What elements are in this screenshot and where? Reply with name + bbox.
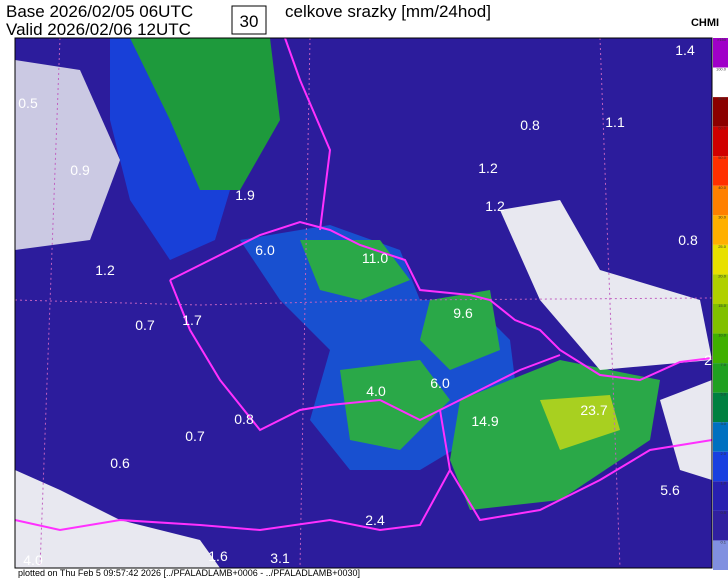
graticule xyxy=(14,37,713,569)
legend-label: 2.0 xyxy=(720,451,726,456)
value-label: 0.7 xyxy=(135,317,155,333)
grid-line xyxy=(599,37,621,569)
border xyxy=(14,469,451,532)
legend-label: 80.0 xyxy=(718,96,727,101)
legend-swatch xyxy=(713,97,728,127)
border xyxy=(284,37,332,231)
legend-label: 0.5 xyxy=(720,510,726,515)
step-box xyxy=(231,5,267,35)
value-label: 1.2 xyxy=(478,160,498,176)
legend-swatch xyxy=(713,156,728,186)
legend-label: 15.0 xyxy=(718,303,727,308)
legend-label: 1.0 xyxy=(720,480,726,485)
step: 30 xyxy=(240,12,259,31)
value-label: 3.1 xyxy=(270,550,290,566)
legend-label: 20.0 xyxy=(718,273,727,278)
value-label: 0.6 xyxy=(110,455,130,471)
legend-swatch xyxy=(713,510,728,541)
legend-swatch xyxy=(713,274,728,304)
value-label: 4.0 xyxy=(366,383,386,399)
legend-swatch xyxy=(713,392,728,423)
legend-swatch xyxy=(713,451,728,482)
map-title: celkove srazky [mm/24hod] xyxy=(285,2,491,21)
legend-label: 7.0 xyxy=(720,362,726,367)
logo: CHMI xyxy=(691,17,719,29)
footer: plotted on Thu Feb 5 09:57:42 2026 [../P… xyxy=(18,568,360,578)
legend-label: 3.0 xyxy=(720,421,726,426)
value-label: 1.9 xyxy=(235,187,255,203)
legend-swatch xyxy=(713,185,728,216)
map-frame xyxy=(14,37,713,569)
value-label: 6.0 xyxy=(430,375,450,391)
value-label: 6.0 xyxy=(255,242,275,258)
border xyxy=(169,220,713,382)
field-blue xyxy=(110,38,230,260)
field-green xyxy=(130,38,280,190)
value-label: 14.9 xyxy=(471,413,498,429)
field-white xyxy=(660,380,712,480)
value-label: 1.4 xyxy=(675,42,695,58)
value-label: 1.2 xyxy=(95,262,115,278)
legend-label: 50.0 xyxy=(718,155,727,160)
value-label: 11.0 xyxy=(362,250,388,266)
legend-label: 10.0 xyxy=(718,333,727,338)
legend-label: 0.1 xyxy=(720,539,726,544)
grid-line xyxy=(39,37,61,569)
value-label: 1.1 xyxy=(605,114,625,130)
legend-label: 30.0 xyxy=(718,214,727,219)
field-green xyxy=(420,290,500,370)
value-label: 9.6 xyxy=(453,305,473,321)
value-label: 1.2 xyxy=(485,198,505,214)
legend-swatch xyxy=(713,333,728,364)
value-label: 0.9 xyxy=(70,162,90,178)
legend-swatch xyxy=(713,540,728,570)
legend-label: 60.0 xyxy=(718,126,727,131)
legend-label: 100.0 xyxy=(716,67,727,72)
legend-swatch xyxy=(713,126,728,157)
field-white xyxy=(15,60,120,250)
value-label: 4.0 xyxy=(23,552,43,568)
legend-label: 5.0 xyxy=(720,392,726,397)
borders xyxy=(14,37,713,532)
value-label: 0.8 xyxy=(234,411,254,427)
value-label: 23.7 xyxy=(580,402,607,418)
value-label: 1.6 xyxy=(208,548,228,564)
legend-swatch xyxy=(713,304,728,334)
legend-label: 25.0 xyxy=(718,244,727,249)
legend-swatch xyxy=(713,67,728,98)
field-blue xyxy=(240,225,520,470)
base-time: Base 2026/02/05 06UTC xyxy=(6,2,193,21)
legend-swatch xyxy=(713,38,728,68)
field-white xyxy=(15,470,220,568)
legend-swatch xyxy=(713,363,728,393)
legend-label: >150 xyxy=(717,37,727,42)
valid-time: Valid 2026/02/06 12UTC xyxy=(6,20,191,39)
value-label: 1.7 xyxy=(182,312,202,328)
value-label: 2.4 xyxy=(365,512,385,528)
field-yellow xyxy=(540,395,620,450)
value-label: 0.5 xyxy=(18,95,38,111)
legend-label: 40.0 xyxy=(718,185,727,190)
legend-swatch xyxy=(713,244,728,275)
value-label: 5.6 xyxy=(660,482,680,498)
field-green xyxy=(300,240,410,300)
value-label: 2 xyxy=(704,352,712,368)
grid-line xyxy=(14,297,713,306)
legend-swatch xyxy=(713,422,728,452)
map-field xyxy=(15,38,712,568)
value-label: 0.8 xyxy=(678,232,698,248)
field-green xyxy=(340,360,450,450)
legend-swatch xyxy=(713,481,728,511)
legend-swatch xyxy=(713,215,728,245)
value-label: 0.8 xyxy=(520,117,540,133)
grid-line xyxy=(299,37,311,569)
field-white xyxy=(500,200,712,370)
border xyxy=(169,279,561,432)
value-label: 0.7 xyxy=(185,428,205,444)
